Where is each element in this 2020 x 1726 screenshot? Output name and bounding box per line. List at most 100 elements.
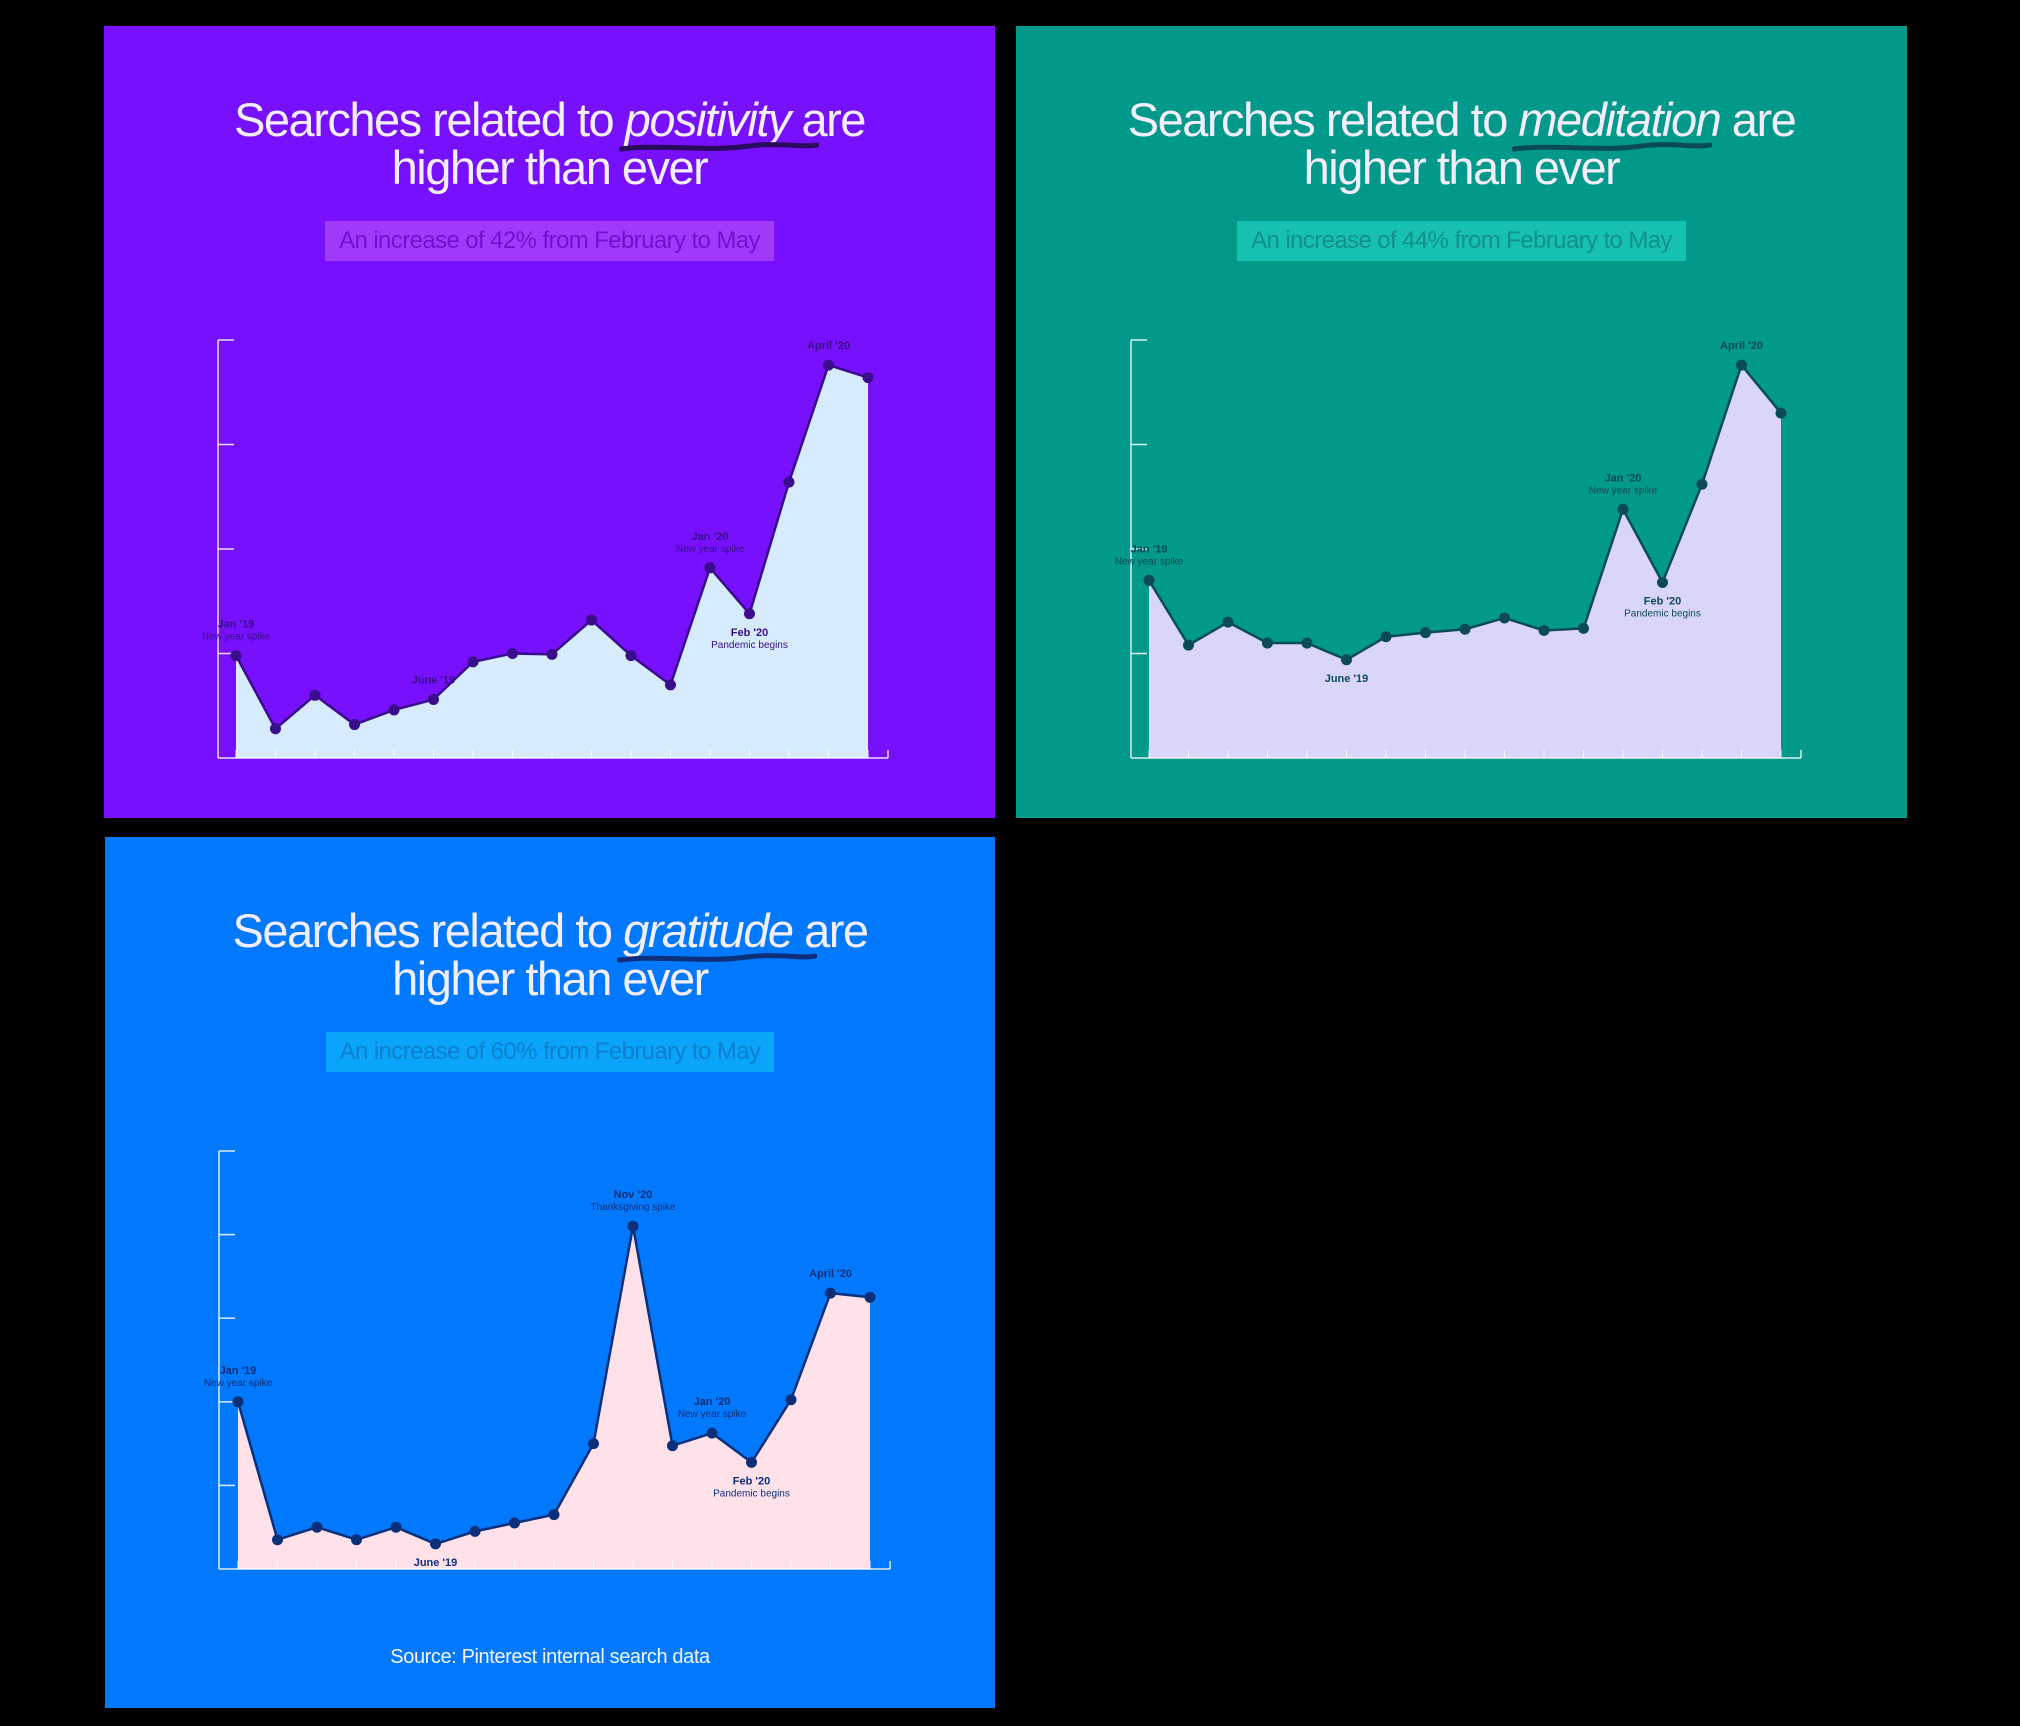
title-suffix: are <box>792 904 869 957</box>
title-line2: higher than ever <box>391 141 709 194</box>
annotation-label: June '19 <box>412 674 456 686</box>
data-point <box>311 1521 323 1533</box>
chart-panel-gratitude: Jan '19 New year spike June '19 Nov '20 Than… <box>105 837 995 1708</box>
data-point <box>744 608 755 620</box>
annotation-label: April '20 <box>809 1268 852 1280</box>
data-point <box>469 1525 481 1537</box>
title-prefix: Searches related to <box>1127 93 1519 146</box>
data-point <box>864 1291 876 1303</box>
annotation-label: Jan '19 <box>1131 543 1168 555</box>
title-prefix: Searches related to <box>234 93 625 146</box>
data-point <box>746 1456 757 1468</box>
annotation-note: Thanksgiving spike <box>590 1202 675 1213</box>
title-keyword: positivity <box>618 96 819 152</box>
brush-underline-icon <box>618 142 819 152</box>
data-point <box>1183 639 1194 651</box>
annotation-label: Feb '20 <box>733 1475 770 1487</box>
annotation-label: Jan '20 <box>692 531 729 543</box>
data-point <box>1143 574 1155 586</box>
chart-title: Searches related to positivity are highe… <box>104 96 995 192</box>
chart-title: Searches related to meditation are highe… <box>1016 96 1907 192</box>
annotation-note: New year spike <box>1589 485 1658 496</box>
data-point <box>509 1517 520 1529</box>
data-point <box>351 1534 362 1546</box>
title-keyword: gratitude <box>617 907 818 963</box>
data-point <box>548 1509 560 1521</box>
source-note: Source: Pinterest internal search data <box>390 1646 710 1668</box>
data-point <box>825 1287 836 1299</box>
annotation-note: New year spike <box>204 1378 273 1389</box>
data-point <box>1459 623 1471 635</box>
data-point <box>1617 503 1629 515</box>
annotation-note: Pandemic begins <box>713 1488 790 1499</box>
data-point <box>349 719 360 731</box>
data-point <box>1262 637 1273 649</box>
data-point <box>665 679 676 691</box>
data-point <box>1736 359 1747 371</box>
annotation-label: June '19 <box>1325 673 1369 685</box>
annotation-label: Feb '20 <box>731 627 768 639</box>
data-point <box>546 648 558 660</box>
data-point <box>430 1538 441 1550</box>
data-point <box>704 562 716 574</box>
annotation-note: New year spike <box>1115 556 1184 567</box>
data-point <box>1657 576 1668 588</box>
data-point <box>232 1396 244 1408</box>
annotation-note: New year spike <box>202 632 271 643</box>
data-point <box>706 1427 718 1439</box>
annotation-note: New year spike <box>676 544 745 555</box>
data-point <box>1222 616 1234 628</box>
annotation-label: Jan '20 <box>1605 472 1642 484</box>
data-point <box>1578 622 1589 634</box>
data-point <box>272 1534 283 1546</box>
data-point <box>1538 625 1550 637</box>
chart-subtitle: An increase of 42% from February to May <box>325 221 774 261</box>
title-suffix: are <box>1720 93 1797 146</box>
area-fill <box>1149 365 1781 758</box>
chart-subtitle: An increase of 44% from February to May <box>1237 221 1686 261</box>
data-point <box>1341 654 1352 666</box>
data-point <box>1696 478 1708 490</box>
annotation-note: Pandemic begins <box>1624 608 1701 619</box>
brush-underline-icon <box>617 953 818 963</box>
data-point <box>1499 612 1510 624</box>
chart-subtitle: An increase of 60% from February to May <box>325 1032 775 1072</box>
data-point <box>783 476 795 488</box>
chart-panel-meditation: Jan '19 New year spike June '19 Jan '20 New … <box>1016 26 1907 818</box>
data-point <box>467 656 479 668</box>
data-point <box>1380 631 1392 643</box>
chart-panel-positivity: Jan '19 New year spike June '19 Jan '20 New … <box>104 26 995 818</box>
data-point <box>1775 407 1787 419</box>
annotation-label: Jan '19 <box>220 1365 257 1377</box>
title-line2: higher than ever <box>1303 141 1621 194</box>
data-point <box>1420 627 1431 639</box>
data-point <box>1301 637 1313 649</box>
data-point <box>586 614 597 626</box>
annotation-label: Nov '20 <box>614 1189 653 1201</box>
chart-title: Searches related to gratitude are higher… <box>105 907 995 1003</box>
annotation-label: April '20 <box>807 340 850 352</box>
annotation-note: Pandemic begins <box>711 640 788 651</box>
data-point <box>230 650 242 662</box>
brush-underline-icon <box>1512 142 1713 152</box>
title-prefix: Searches related to <box>232 904 624 957</box>
title-line2: higher than ever <box>392 952 709 1005</box>
annotation-label: Jan '20 <box>694 1396 731 1408</box>
data-point <box>667 1440 678 1452</box>
annotation-note: New year spike <box>678 1409 747 1420</box>
data-point <box>588 1438 599 1450</box>
title-suffix: are <box>789 93 866 146</box>
data-point <box>507 648 518 659</box>
annotation-label: June '19 <box>414 1557 458 1569</box>
data-point <box>862 372 874 384</box>
data-point <box>625 650 637 662</box>
data-point <box>309 689 321 701</box>
data-point <box>823 359 834 371</box>
data-point <box>270 723 281 735</box>
data-point <box>428 693 439 705</box>
data-point <box>627 1220 639 1232</box>
data-point <box>785 1394 797 1406</box>
